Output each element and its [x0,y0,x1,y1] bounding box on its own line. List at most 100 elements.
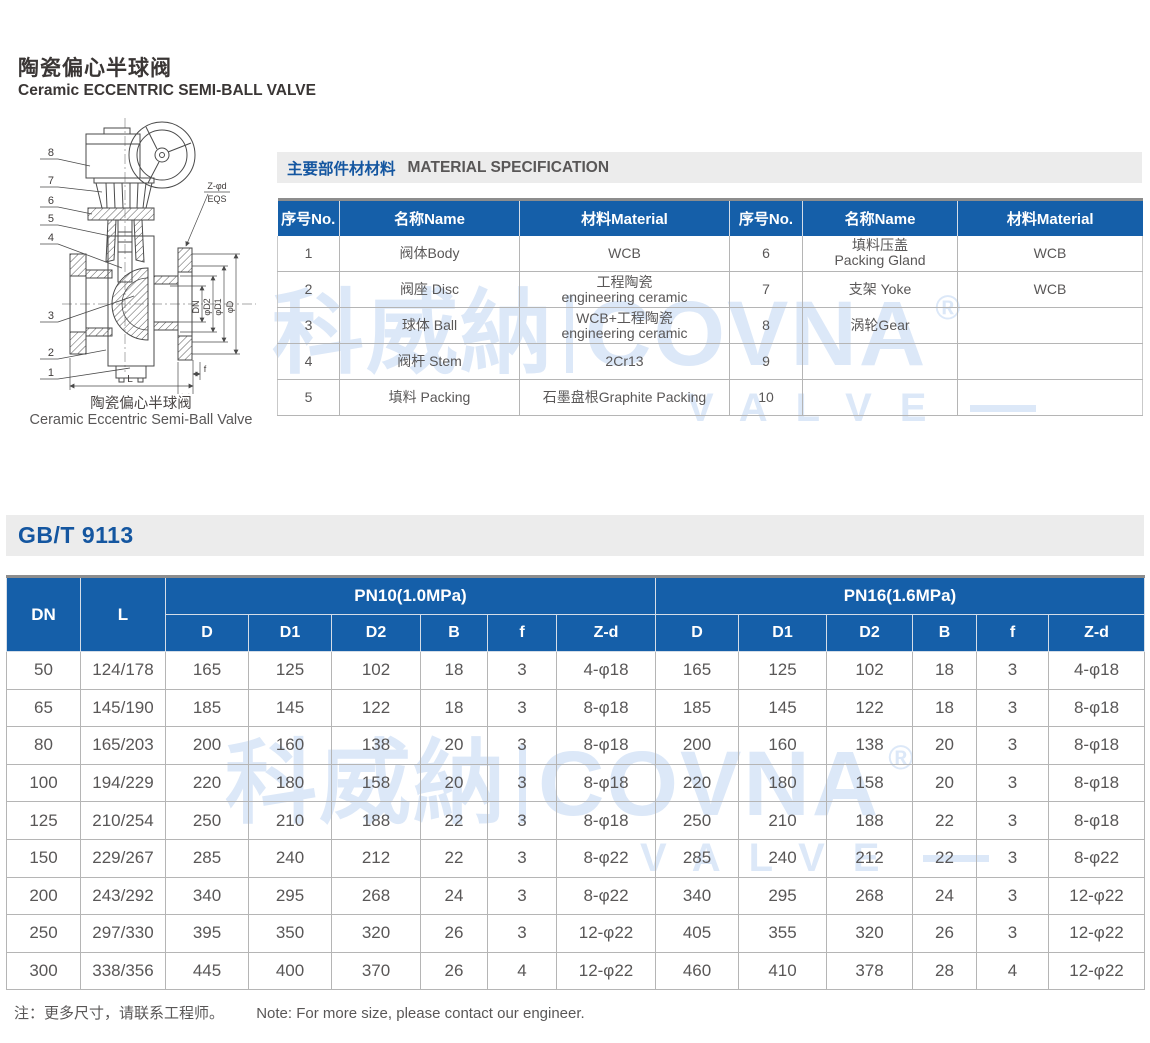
dim-label-d1: φD1 [213,298,223,315]
column-header: B [420,614,488,652]
table-cell: 3 [487,688,557,728]
table-cell: 28 [912,951,977,991]
table-cell: 18 [420,688,488,728]
table-cell: 395 [165,914,249,953]
table-row: 150 229/267 285 240 212 22 3 8-φ22 285 240 212 22 3 8… [6,838,1145,878]
table-cell: 210 [738,801,827,840]
table-cell: 3 [976,726,1049,765]
dimension-table-body: 50 124/178 165 125 102 18 3 4-φ18 165 125 102 18 3 4-… [6,651,1145,991]
table-cell: 102 [826,651,913,690]
table-cell: 240 [248,838,332,878]
column-header: 序号No. [729,199,803,236]
page-title-zh: 陶瓷偏心半球阀 [18,57,172,80]
table-cell: 24 [420,876,488,916]
table-cell: 180 [248,763,332,803]
table-cell: 122 [331,688,421,728]
table-cell: 石墨盘根Graphite Packing [519,379,730,416]
table-row: 250 297/330 395 350 320 26 3 12-φ22 405 355 320 26 3… [6,914,1145,953]
dimension-table: DN L PN10(1.0MPa) PN16(1.6MPa) D D1 D2 B… [6,575,1145,991]
table-header-row: DN L PN10(1.0MPa) PN16(1.6MPa) [6,576,1145,652]
table-cell: 4 [277,343,340,380]
table-cell: 8-φ22 [556,838,656,878]
table-cell: 8-φ18 [1048,801,1145,840]
table-cell: 100 [6,763,81,803]
table-cell: WCB [957,235,1143,272]
standard-title: GB/T 9113 [18,522,134,548]
dim-label-zd: Z-φd [207,181,226,191]
table-cell [957,343,1143,380]
table-row: 200 243/292 340 295 268 24 3 8-φ22 340 295 268 24 3 1… [6,876,1145,916]
table-cell: 145/190 [80,688,166,728]
table-cell: 20 [420,726,488,765]
table-cell: 20 [912,726,977,765]
column-header: DN [6,576,81,652]
table-cell: 22 [420,838,488,878]
table-cell: 65 [6,688,81,728]
table-header-row: D D1 D2 B f Z-d D D1 D2 B f Z-d [7,614,1145,652]
dim-label-dn: DN [191,301,201,314]
table-cell: 125 [738,651,827,690]
table-cell: 295 [248,876,332,916]
table-cell: 340 [655,876,739,916]
table-cell: 188 [331,801,421,840]
table-cell: 阀座 Disc [339,271,520,308]
table-cell: 18 [912,651,977,690]
table-row: 300 338/356 445 400 370 26 4 12-φ22 460 410 378 28 4… [6,951,1145,991]
dim-label-f: f [204,364,207,374]
table-cell: 4-φ18 [556,651,656,690]
table-cell: 400 [248,951,332,991]
table-cell: 180 [738,763,827,803]
table-cell: 20 [912,763,977,803]
dim-label-l: L [127,374,133,385]
table-cell: 18 [420,651,488,690]
table-row: 50 124/178 165 125 102 18 3 4-φ18 165 125 102 18 3 4-… [6,651,1145,690]
table-row: 125 210/254 250 210 188 22 3 8-φ18 250 210 188 22 3 8… [6,801,1145,840]
table-cell: 工程陶瓷 engineering ceramic [519,271,730,308]
table-cell: 3 [487,651,557,690]
column-header: 名称Name [802,199,958,236]
column-header: D2 [826,614,913,652]
table-cell: 158 [826,763,913,803]
table-cell: 26 [420,914,488,953]
table-cell: 涡轮Gear [802,307,958,344]
table-row: 100 194/229 220 180 158 20 3 8-φ18 220 180 158 20 3 8… [6,763,1145,803]
table-cell: 165 [165,651,249,690]
column-header: D1 [738,614,827,652]
table-cell: 122 [826,688,913,728]
table-cell: 26 [912,914,977,953]
table-cell: 2 [277,271,340,308]
part-number: 4 [48,232,54,244]
table-cell: 405 [655,914,739,953]
table-cell: 350 [248,914,332,953]
column-header-pn10: PN10(1.0MPa) [165,576,656,615]
table-cell: 8-φ18 [556,801,656,840]
table-cell: 145 [248,688,332,728]
table-cell: 102 [331,651,421,690]
table-cell: 3 [487,726,557,765]
column-header-pn16: PN16(1.6MPa) [655,576,1145,615]
table-cell: 阀体Body [339,235,520,272]
table-cell: 320 [826,914,913,953]
table-cell: 4-φ18 [1048,651,1145,690]
table-cell: 3 [487,914,557,953]
table-cell: 8 [729,307,803,344]
table-row: 1 阀体Body WCB 6 填料压盖 Packing Gland WCB [277,235,1143,272]
table-cell: 8-φ22 [1048,838,1145,878]
table-cell: 球体 Ball [339,307,520,344]
table-cell: 297/330 [80,914,166,953]
table-cell: 50 [6,651,81,690]
table-cell: 2Cr13 [519,343,730,380]
table-cell: 5 [277,379,340,416]
table-cell: 3 [487,801,557,840]
part-number: 8 [48,147,54,159]
table-cell: 3 [277,307,340,344]
table-cell: 18 [912,688,977,728]
footnote-en: Note: For more size, please contact our … [256,1005,585,1022]
table-cell: 285 [655,838,739,878]
footnote: 注：更多尺寸，请联系工程师。 Note: For more size, plea… [14,1002,585,1023]
table-cell: 12-φ22 [556,914,656,953]
part-number: 3 [48,310,54,322]
material-title-zh: 主要部件材材料 [287,160,396,178]
part-number: 6 [48,195,54,207]
table-cell: 22 [912,801,977,840]
